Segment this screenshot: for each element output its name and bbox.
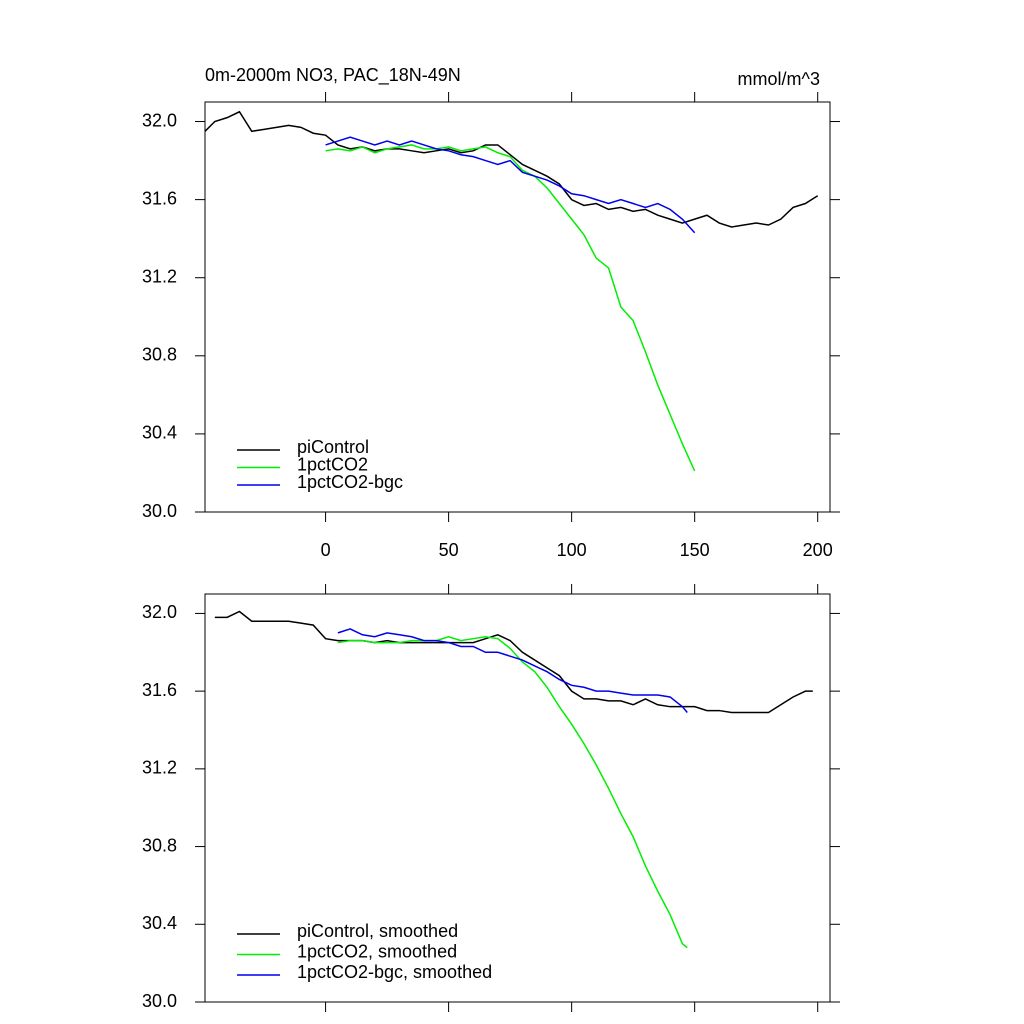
y-tick-label: 30.0 [142, 991, 177, 1011]
legend-label: 1pctCO2, smoothed [297, 941, 457, 961]
y-tick-label: 31.6 [142, 188, 177, 208]
units-label: mmol/m^3 [738, 69, 820, 89]
plot-frame [204, 593, 831, 1003]
legend-label: 1pctCO2-bgc, smoothed [297, 962, 492, 982]
series-line [337, 628, 688, 713]
x-tick-label: 200 [803, 540, 833, 560]
series-line [214, 610, 813, 714]
y-tick-label: 30.4 [142, 913, 177, 933]
y-tick-label: 31.6 [142, 680, 177, 700]
y-tick-label: 30.0 [142, 501, 177, 521]
x-tick-label: 50 [439, 540, 459, 560]
y-tick-label: 32.0 [142, 602, 177, 622]
legend-label: piControl [297, 437, 369, 457]
plot-frame [204, 101, 831, 513]
x-tick-label: 0 [321, 540, 331, 560]
y-tick-label: 30.8 [142, 835, 177, 855]
y-tick-label: 30.4 [142, 423, 177, 443]
legend-label: 1pctCO2-bgc [297, 472, 403, 492]
series-line [204, 110, 819, 228]
chart-title: 0m-2000m NO3, PAC_18N-49N [205, 65, 461, 86]
legend-label: 1pctCO2 [297, 454, 368, 474]
y-tick-label: 31.2 [142, 266, 177, 286]
x-tick-label: 100 [557, 540, 587, 560]
series-line [325, 144, 696, 472]
x-tick-label: 150 [680, 540, 710, 560]
y-tick-label: 30.8 [142, 345, 177, 365]
legend-label: piControl, smoothed [297, 921, 458, 941]
series-line [337, 635, 688, 949]
y-tick-label: 31.2 [142, 758, 177, 778]
series-line [325, 136, 696, 234]
y-tick-label: 32.0 [142, 110, 177, 130]
